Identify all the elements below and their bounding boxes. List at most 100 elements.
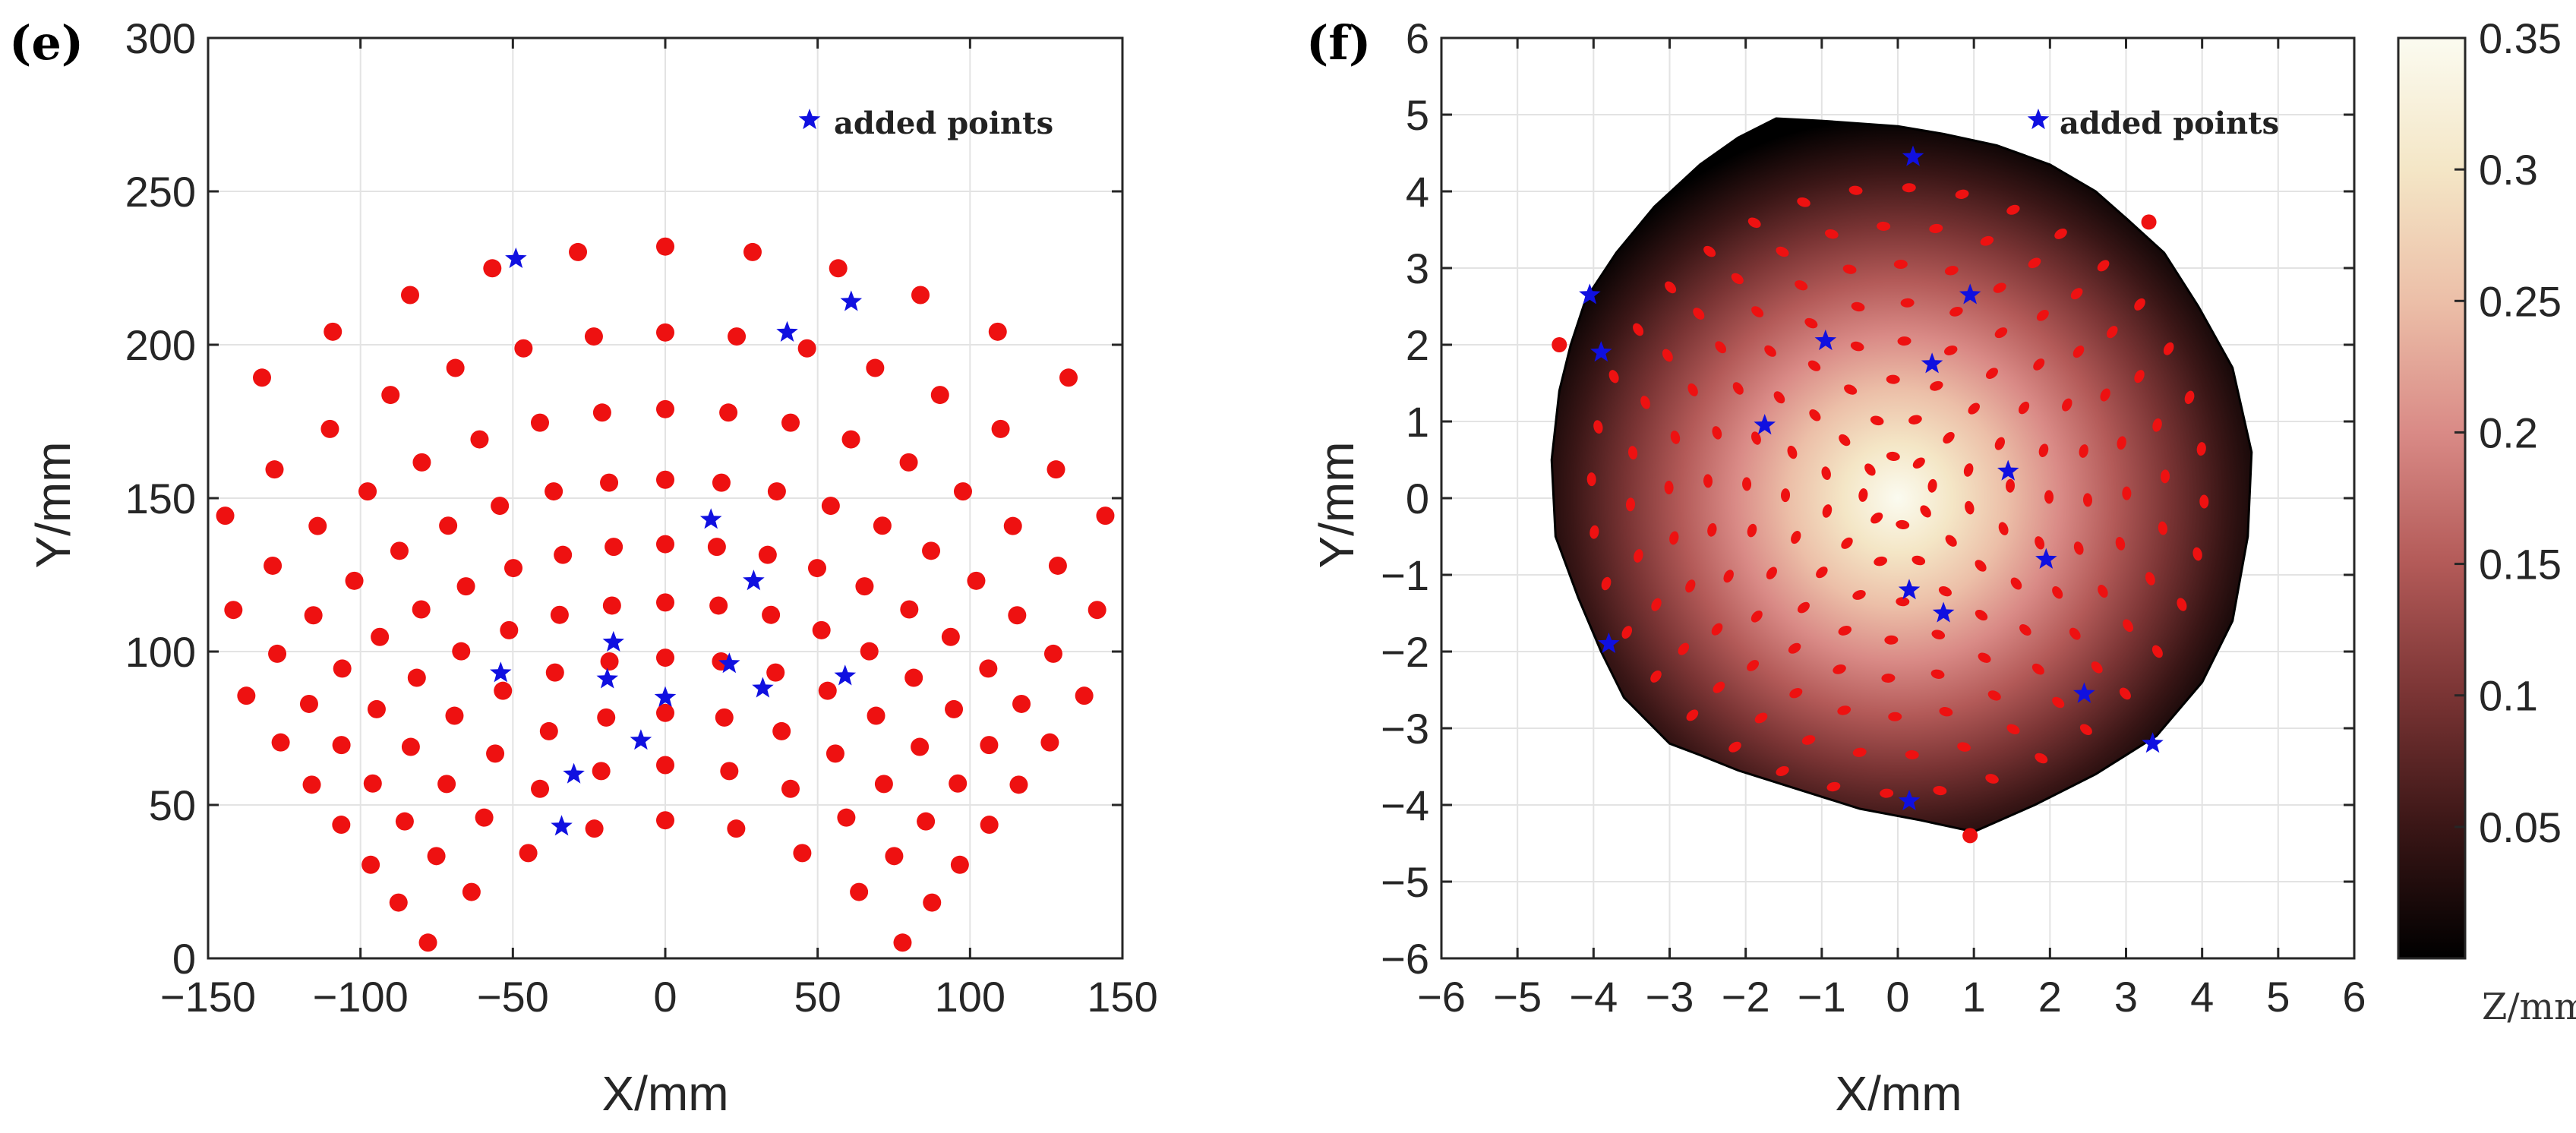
panel-e-xtick-label: 150	[1087, 973, 1157, 1021]
panel-e-measured-point	[866, 358, 885, 377]
panel-f-ytick-label: 1	[1406, 398, 1429, 446]
panel-f-measured-point	[2028, 257, 2041, 269]
panel-e-ticks: −150 −100 −50 0 50 100 150 0 50 100 150 200 250 300	[125, 14, 1158, 1021]
panel-f-measured-point	[1884, 635, 1899, 645]
panel-f-measured-point	[1844, 384, 1858, 395]
panel-f-measured-point	[1993, 282, 2006, 293]
panel-f-measured-point	[1747, 660, 1760, 671]
panel-f-xtick-label: −6	[1417, 973, 1466, 1021]
panel-f-measured-point	[1957, 742, 1971, 752]
panel-f-measured-point	[1842, 264, 1857, 274]
panel-e-measured-point	[602, 596, 621, 615]
panel-f-measured-point	[1886, 451, 1900, 461]
panel-e-added-point	[752, 677, 774, 698]
panel-e-measured-point	[395, 812, 414, 831]
panel-e-axes-frame	[207, 36, 1124, 960]
panel-f-added-point	[1997, 459, 2019, 481]
panel-e-measured-point	[486, 744, 505, 763]
panel-f-xtick-label: 4	[2190, 973, 2214, 1021]
panel-e-measured-point	[371, 627, 390, 646]
panel-f-measured-point	[2006, 204, 2020, 215]
panel-e-measured-point	[758, 545, 777, 564]
panel-f-xtick-label: −3	[1646, 973, 1694, 1021]
panel-f-measured-point	[1998, 522, 2009, 535]
panel-f-measured-point	[1908, 415, 1922, 424]
panel-f-measured-point	[1791, 531, 1801, 544]
panel-f-measured-point	[1939, 707, 1953, 717]
panel-e-measured-point	[600, 473, 619, 492]
panel-f-measured-point	[1896, 597, 1910, 607]
panel-e-measured-point	[988, 322, 1007, 341]
panel-e-measured-point	[767, 482, 786, 501]
panel-e-measured-point	[491, 497, 510, 516]
colorbar-label: Z/mm	[2482, 986, 2576, 1028]
panel-f-measured-point	[1669, 531, 1679, 545]
panel-f-ytick-label: 2	[1406, 321, 1429, 369]
panel-e-measured-point	[766, 663, 785, 682]
panel-e-measured-point	[923, 893, 942, 912]
panel-f-measured-point	[1852, 747, 1867, 757]
panel-f-measured-point	[2019, 624, 2031, 636]
panel-e-measured-point	[719, 403, 738, 422]
panel-e-measured-point	[585, 819, 604, 838]
colorbar-tick-label: 0.25	[2479, 277, 2562, 325]
panel-f-added-point	[1902, 145, 1924, 166]
panel-f-xtick-label: 1	[1962, 973, 1986, 1021]
panel-f-measured-point	[1742, 477, 1752, 491]
colorbar-tick-label: 0.2	[2479, 409, 2538, 456]
panel-f-measured-point	[1931, 630, 1946, 639]
panel-f-measured-point	[1880, 788, 1894, 798]
panel-e-xtick-label: −100	[313, 973, 409, 1021]
panel-f-measured-point	[1930, 380, 1943, 391]
panel-e-measured-point	[345, 571, 364, 590]
panel-e-measured-point	[841, 430, 860, 449]
panel-e-measured-point	[950, 855, 969, 874]
panel-f-measured-point	[1945, 535, 1957, 547]
panel-f-ticks: −6 −5 −4 −3 −2 −1 0 1 2 3 4 5 6 −6 −5 −4 −3 −2 −1 0 1 2 3 4 5 6	[1381, 14, 2366, 1021]
panel-e-added-points	[490, 247, 863, 836]
panel-f-added-points	[1579, 145, 2164, 811]
panel-e-measured-point	[332, 736, 351, 755]
panel-f-measured-point	[1703, 245, 1716, 257]
panel-e-measured-point	[720, 762, 739, 781]
panel-f-measured-point	[1776, 246, 1789, 257]
panel-f-measured-point	[1980, 235, 1994, 246]
panel-f-measured-point	[1870, 512, 1883, 524]
panel-e-measured-point	[539, 721, 558, 740]
panel-f-measured-point	[1985, 774, 1999, 784]
panel-f-measured-point	[2079, 444, 2088, 458]
panel-e-measured-point	[1008, 606, 1027, 625]
panel-e-measured-point	[991, 419, 1010, 438]
panel-e-measured-point	[569, 242, 588, 261]
panel-f-measured-point	[1685, 579, 1696, 593]
panel-e-added-point	[563, 762, 585, 784]
panel-f-measured-point	[1881, 673, 1896, 683]
panel-e-measured-point	[407, 668, 426, 687]
panel-f-measured-point	[1838, 625, 1852, 636]
panel-f-measured-point	[1634, 549, 1643, 563]
panel-f-measured-point	[1608, 370, 1619, 383]
panel-e-measured-point	[899, 453, 918, 472]
panel-e-measured-point	[224, 601, 243, 620]
panel-f-measured-point	[2122, 486, 2132, 500]
panel-e-measured-point	[980, 736, 999, 755]
panel-f-measured-point	[1893, 259, 1908, 269]
panel-f-measured-point	[2117, 436, 2126, 450]
panel-e-measured-point	[363, 774, 382, 793]
panel-e-measured-point	[600, 652, 619, 671]
panel-f-measured-point	[2019, 401, 2030, 415]
panel-e-scatter: −150 −100 −50 0 50 100 150 0 50 100 150 200 250 300 a…	[9, 14, 1158, 1121]
colorbar-tick-label: 0.15	[2479, 541, 2562, 589]
panel-f-measured-point	[1664, 481, 1674, 495]
panel-e-measured-point	[911, 737, 930, 756]
panel-f-measured-point	[2062, 398, 2072, 412]
panel-e-legend: added points	[798, 106, 1053, 141]
panel-f-added-point	[1959, 283, 1981, 305]
panel-e-added-point	[490, 661, 512, 683]
panel-e-measured-point	[439, 516, 458, 535]
panel-f-measured-point	[1927, 478, 1937, 493]
panel-f-measured-point	[1707, 522, 1717, 537]
panel-e-added-point	[596, 667, 618, 689]
panel-e-measured-point	[900, 600, 919, 619]
panel-f-measured-point	[2196, 442, 2206, 456]
